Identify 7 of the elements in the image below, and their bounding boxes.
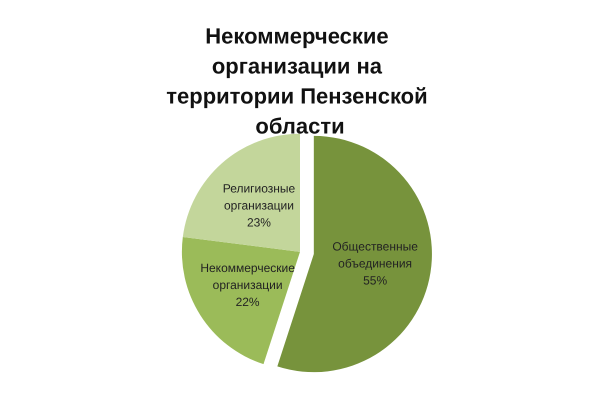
slice-label: Некоммерческие организации [200,261,296,292]
slice-label: Религиозные организации [222,181,296,212]
data-label: 23% [246,215,272,230]
chart-title: Некоммерческие организации на территории Пензенской области [166,24,434,138]
data-label: 55% [363,274,388,288]
slice-label: Общественные объединения [332,240,418,271]
data-label: 22% [236,295,260,310]
